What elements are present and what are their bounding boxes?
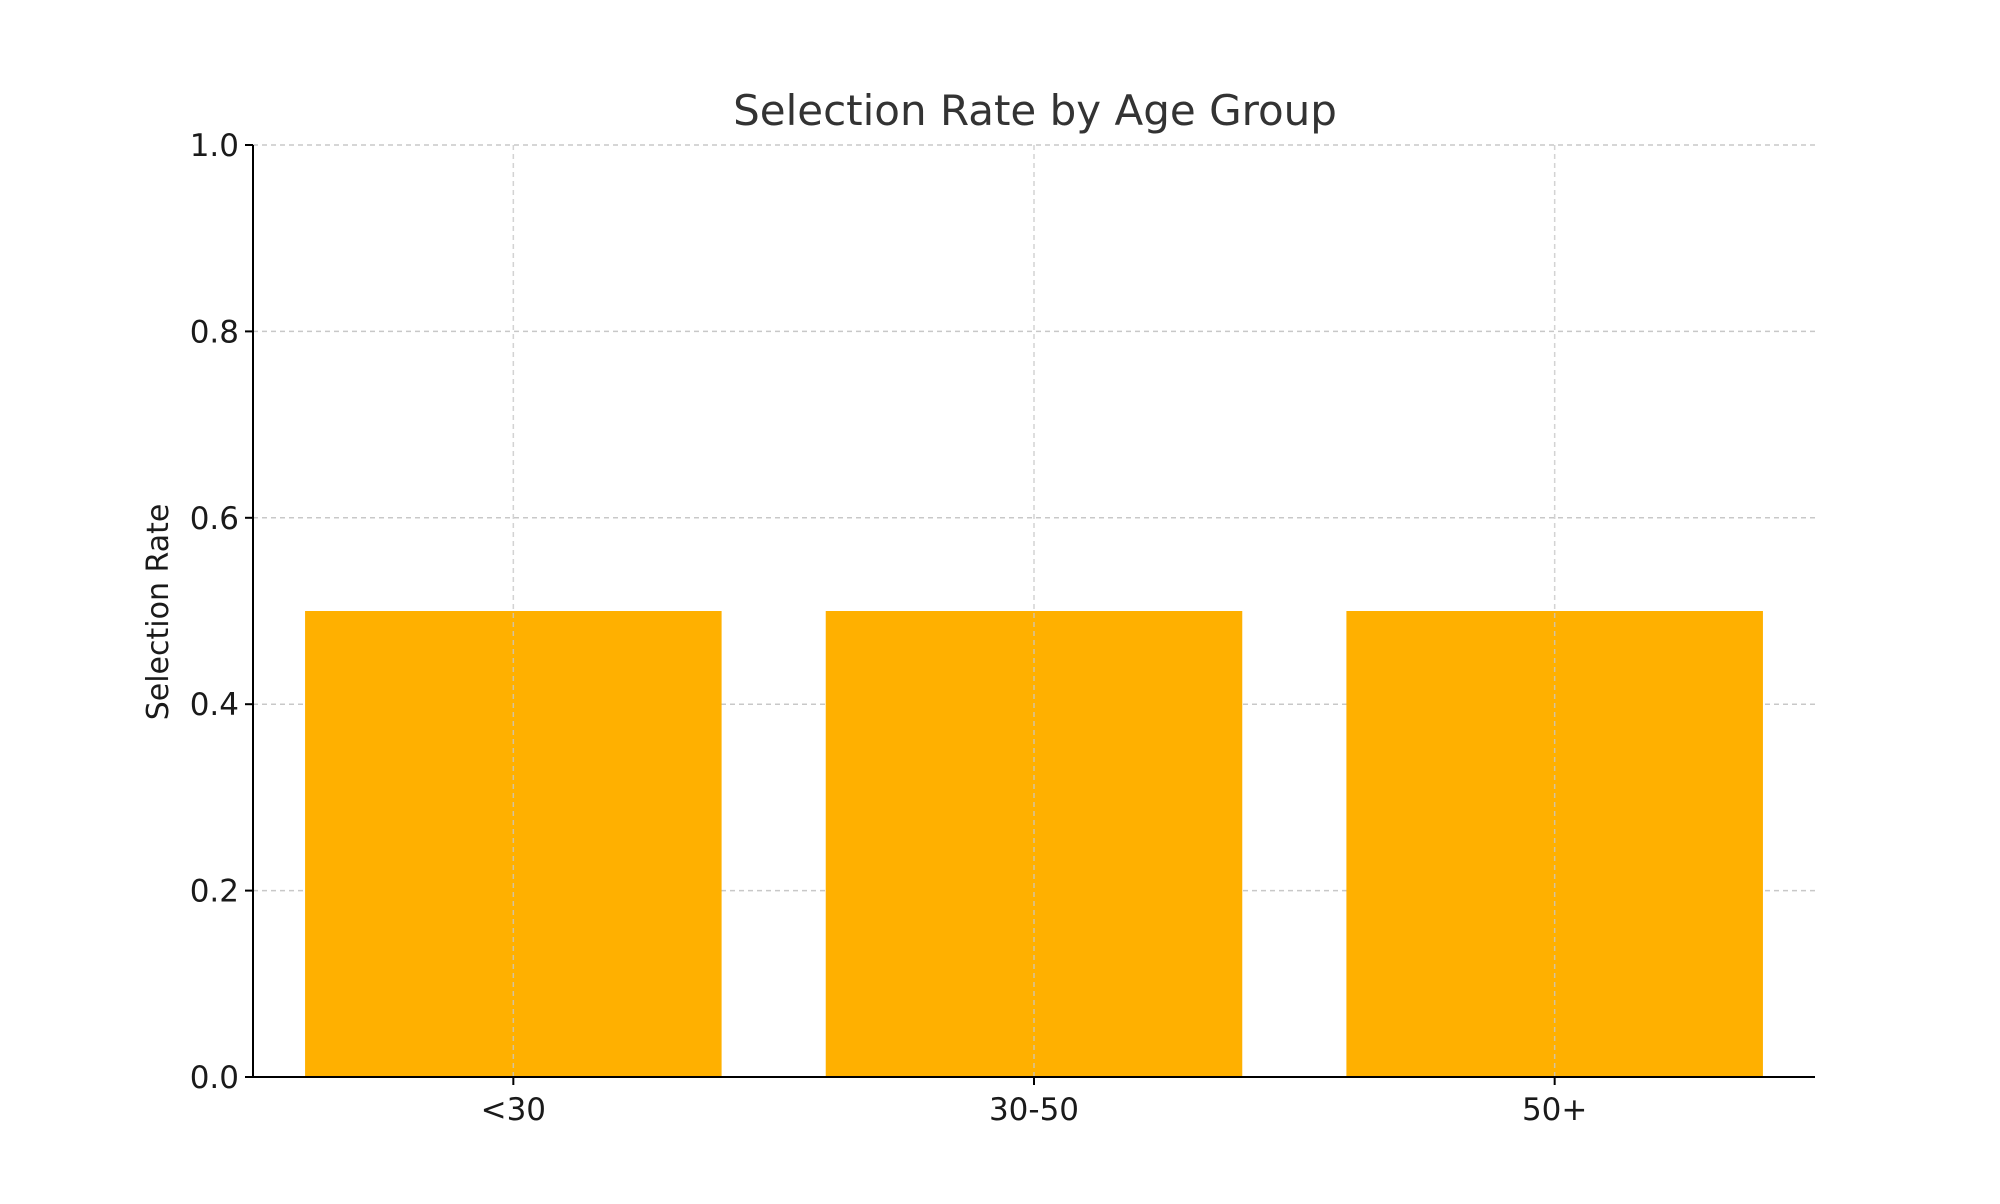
x-axis-ticks: <30 30-50 50+ xyxy=(481,1077,1587,1128)
chart-title: Selection Rate by Age Group xyxy=(733,86,1337,135)
x-tick-label: <30 xyxy=(481,1092,546,1128)
x-tick-label: 30-50 xyxy=(989,1092,1079,1128)
y-tick-label: 0.4 xyxy=(190,687,239,723)
y-axis-label: Selection Rate xyxy=(141,504,176,721)
y-tick-label: 0.8 xyxy=(190,314,239,350)
y-tick-label: 1.0 xyxy=(190,128,239,164)
y-axis-ticks: 0.0 0.2 0.4 0.6 0.8 1.0 xyxy=(190,128,253,1096)
x-tick-label: 50+ xyxy=(1522,1092,1587,1128)
y-tick-label: 0.2 xyxy=(190,874,239,910)
y-tick-label: 0.0 xyxy=(190,1060,239,1096)
y-tick-label: 0.6 xyxy=(190,501,239,537)
